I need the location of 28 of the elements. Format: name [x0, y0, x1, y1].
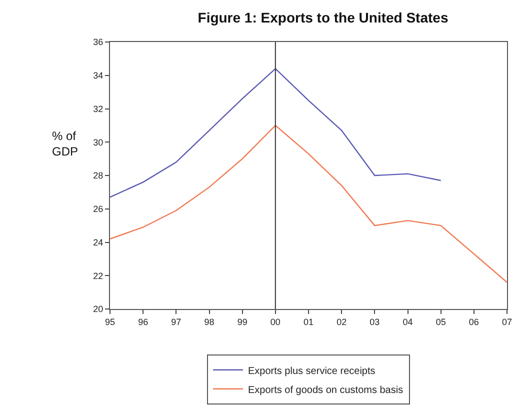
x-tick-label: 07 [502, 316, 512, 327]
legend-label: Exports plus service receipts [248, 366, 376, 377]
y-tick-label: 22 [93, 270, 104, 281]
x-tick-label: 05 [436, 316, 446, 327]
x-tick-label: 06 [468, 316, 479, 327]
x-tick-label: 99 [237, 316, 248, 327]
line-series [110, 124, 507, 283]
y-tick-label: 28 [93, 170, 104, 181]
x-tick-label: 98 [204, 316, 214, 327]
y-tick-label: 36 [93, 37, 104, 48]
y-tick-label: 26 [93, 204, 104, 214]
y-tick-label: 24 [93, 237, 104, 248]
x-tick-label: 97 [171, 316, 182, 327]
x-tick-label: 03 [370, 316, 380, 327]
y-tick-label: 32 [93, 104, 104, 114]
x-tick-label: 04 [402, 316, 413, 327]
chart-title: Figure 1: Exports to the United States [198, 9, 448, 26]
y-tick-label: 30 [93, 137, 104, 148]
x-tick-label: 96 [138, 316, 148, 327]
x-tick-label: 95 [104, 316, 116, 327]
line-series [110, 68, 442, 198]
y-tick-label: 20 [93, 304, 104, 314]
x-tick-label: 00 [270, 316, 280, 327]
x-tick-label: 02 [336, 316, 347, 327]
legend-label: Exports of goods on customs basis [248, 384, 404, 396]
y-axis-title: % of GDP [52, 129, 78, 159]
x-tick-label: 01 [303, 316, 314, 327]
y-tick-label: 34 [93, 70, 104, 81]
